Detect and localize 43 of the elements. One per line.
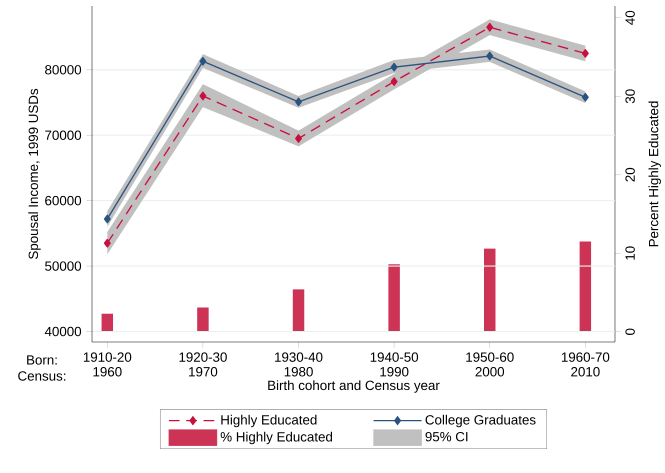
x-tick-label: 1950-60 2000 xyxy=(466,352,514,376)
text: Born: xyxy=(27,355,57,365)
point xyxy=(295,134,302,143)
bar xyxy=(484,248,496,332)
point xyxy=(390,77,398,86)
point xyxy=(104,214,111,224)
y-tick-label: 80000 xyxy=(45,65,82,74)
x-tick-label: 1960-70 2010 xyxy=(562,352,610,376)
point xyxy=(582,92,589,102)
y2-tick-label: 0 xyxy=(625,328,635,335)
bar xyxy=(388,264,400,332)
point xyxy=(199,56,206,66)
legend-label: Highly Educated xyxy=(221,414,316,428)
y-tick-label: 60000 xyxy=(45,196,82,206)
x-tick-label: 1940-50 1990 xyxy=(370,352,418,376)
y-axis-title: Spousal Income, 1999 USDs xyxy=(28,88,41,259)
y-tick-label: 40000 xyxy=(44,326,82,336)
point xyxy=(582,49,589,58)
y2-tick-label: 10 xyxy=(625,246,635,260)
legend-label: College Graduates xyxy=(426,414,536,428)
point xyxy=(104,238,111,248)
legend-label: % Highly Educated xyxy=(220,432,332,444)
x-tick-label: 1920-30 1970 xyxy=(179,352,227,376)
y-tick-label: 70000 xyxy=(45,130,82,140)
x-tick-label: 1910-20 1960 xyxy=(84,352,132,376)
y2-axis-title: Percent Highly Educated xyxy=(648,101,661,246)
text: 95% CI xyxy=(426,432,468,442)
point xyxy=(199,92,206,100)
point xyxy=(390,62,398,72)
bar xyxy=(292,289,304,332)
y2-tick-label: 30 xyxy=(625,89,635,104)
point xyxy=(295,97,302,106)
point xyxy=(486,22,494,32)
y2-tick-label: 40 xyxy=(625,10,635,25)
y2-tick-label: 20 xyxy=(625,168,635,182)
bar xyxy=(580,241,592,332)
bar xyxy=(197,307,209,332)
x-tick-label: 1930-40 1980 xyxy=(275,352,322,376)
bar xyxy=(102,314,114,332)
text: Census: xyxy=(18,371,66,381)
y-tick-label: 50000 xyxy=(45,261,82,271)
x-axis-title: Birth cohort and Census year xyxy=(268,380,440,393)
point xyxy=(486,52,494,60)
